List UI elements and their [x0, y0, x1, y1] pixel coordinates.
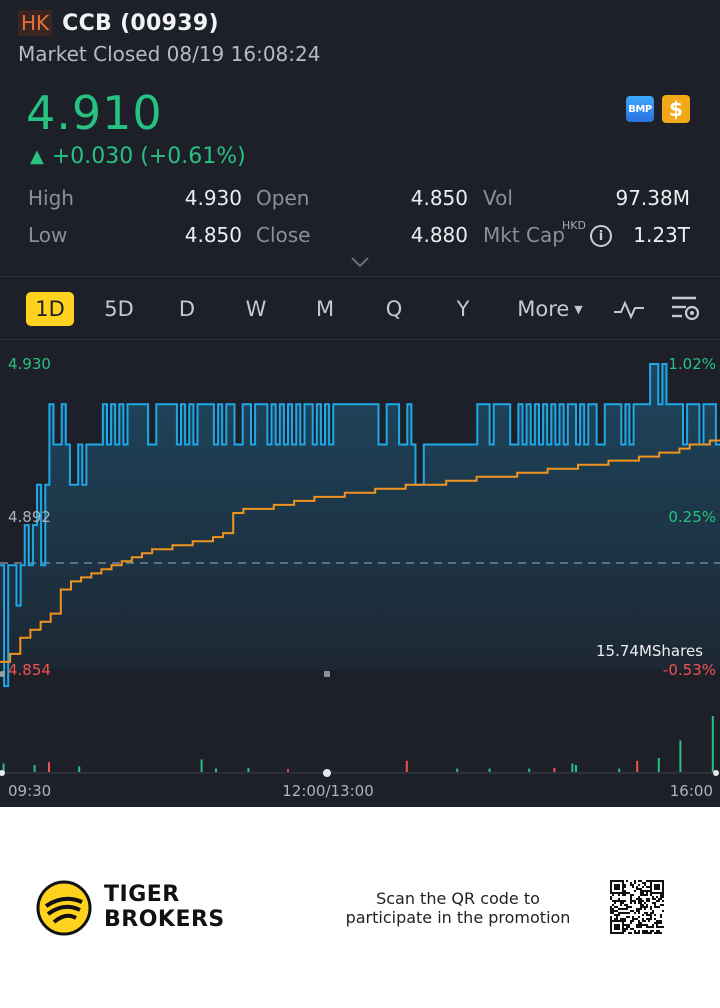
tab-5d[interactable]: 5D	[104, 297, 134, 321]
price-line	[0, 363, 720, 688]
volume-bar	[405, 760, 408, 772]
tab-w[interactable]: W	[245, 297, 267, 321]
promo-text: Scan the QR code to participate in the p…	[340, 889, 576, 927]
chart-settings-icon[interactable]	[668, 294, 702, 324]
time-dot-end	[713, 770, 719, 776]
volume-bar	[636, 760, 639, 772]
volume-bar	[618, 768, 621, 772]
open-value: 4.850	[410, 186, 468, 210]
tiger-logo-icon	[36, 880, 92, 936]
close-value: 4.880	[410, 223, 468, 247]
tab-more-label: More	[517, 297, 570, 321]
vol-value: 97.38M	[615, 186, 690, 210]
volume-bar	[528, 768, 531, 772]
drag-handle-icon[interactable]	[324, 671, 330, 677]
market-badge: HK	[18, 10, 53, 36]
tab-1d[interactable]: 1D	[26, 292, 74, 326]
mktcap-currency: HKD	[562, 219, 586, 232]
volume-bar	[33, 765, 36, 772]
vol-label: Vol	[483, 186, 513, 210]
pct-axis-mid: 0.25%	[668, 508, 716, 526]
tab-d[interactable]: D	[178, 297, 196, 321]
open-label: Open	[256, 186, 310, 210]
price-axis-bottom: 4.854	[8, 661, 51, 679]
volume-bar	[657, 758, 660, 772]
pct-axis-bottom: -0.53%	[663, 661, 716, 679]
time-label-close: 16:00	[670, 782, 713, 800]
volume-bar	[2, 763, 5, 772]
mktcap-value: 1.23T	[633, 223, 690, 247]
volume-label: 15.74MShares	[596, 642, 703, 660]
brand-line-2: BROKERS	[104, 907, 225, 932]
volume-bar	[287, 769, 289, 772]
caret-down-icon: ▼	[574, 302, 583, 316]
time-label-open: 09:30	[8, 782, 51, 800]
volume-bar	[575, 765, 577, 772]
volume-bar	[488, 768, 491, 772]
tab-y[interactable]: Y	[456, 297, 470, 321]
mktcap-label: Mkt Cap	[483, 223, 565, 247]
market-status: Market Closed 08/19 16:08:24	[18, 42, 321, 66]
info-icon[interactable]: i	[590, 225, 612, 247]
volume-bar	[215, 768, 217, 772]
dollar-badge-icon[interactable]: $	[662, 95, 690, 123]
up-arrow-icon: ▲	[30, 146, 44, 167]
time-label-lunch: 12:00/13:00	[282, 782, 374, 800]
price-change-value: +0.030 (+0.61%)	[51, 144, 246, 169]
indicator-icon[interactable]	[612, 296, 646, 322]
quote-screen: HK CCB (00939) Market Closed 08/19 16:08…	[0, 0, 720, 807]
low-value: 4.850	[184, 223, 242, 247]
brand-name: TIGER BROKERS	[104, 882, 225, 932]
time-dot-mid	[323, 769, 331, 777]
intraday-chart[interactable]: 4.930 4.892 4.854 1.02% 0.25% -0.53% 15.…	[0, 340, 720, 807]
volume-bar	[48, 762, 50, 772]
price-axis-top: 4.930	[8, 355, 51, 373]
tab-more[interactable]: More ▼	[512, 292, 588, 326]
axis-dot	[0, 671, 5, 677]
price-axis-mid: 4.892	[8, 508, 51, 526]
volume-bars	[2, 716, 714, 772]
last-price: 4.910	[26, 86, 163, 140]
average-line	[0, 439, 720, 663]
divider	[0, 276, 720, 277]
close-label: Close	[256, 223, 311, 247]
price-change: ▲ +0.030 (+0.61%)	[30, 144, 246, 169]
chevron-down-icon[interactable]	[350, 255, 370, 269]
bmp-badge-icon[interactable]: BMP	[626, 96, 654, 122]
tab-m[interactable]: M	[315, 297, 335, 321]
volume-bar	[78, 766, 81, 772]
volume-bar	[200, 759, 203, 772]
tab-q[interactable]: Q	[385, 297, 403, 321]
volume-bar	[247, 767, 250, 772]
promo-line-1: Scan the QR code to	[376, 889, 540, 908]
volume-bar	[571, 763, 574, 772]
volume-bar	[553, 767, 556, 772]
period-tabs: 1D 5D D W M Q Y More ▼	[0, 286, 720, 332]
brand-line-1: TIGER	[104, 882, 180, 907]
qr-code-icon[interactable]	[610, 880, 664, 934]
pct-axis-top: 1.02%	[668, 355, 716, 373]
time-dot-start	[0, 770, 5, 776]
volume-bar	[679, 740, 682, 772]
volume-bar	[456, 768, 459, 772]
low-label: Low	[28, 223, 68, 247]
header: HK CCB (00939)	[18, 10, 219, 36]
high-label: High	[28, 186, 74, 210]
divider	[0, 339, 720, 340]
promo-line-2: participate in the promotion	[345, 908, 571, 927]
high-value: 4.930	[184, 186, 242, 210]
volume-bar	[711, 716, 714, 772]
ticker-title: CCB (00939)	[62, 10, 219, 36]
